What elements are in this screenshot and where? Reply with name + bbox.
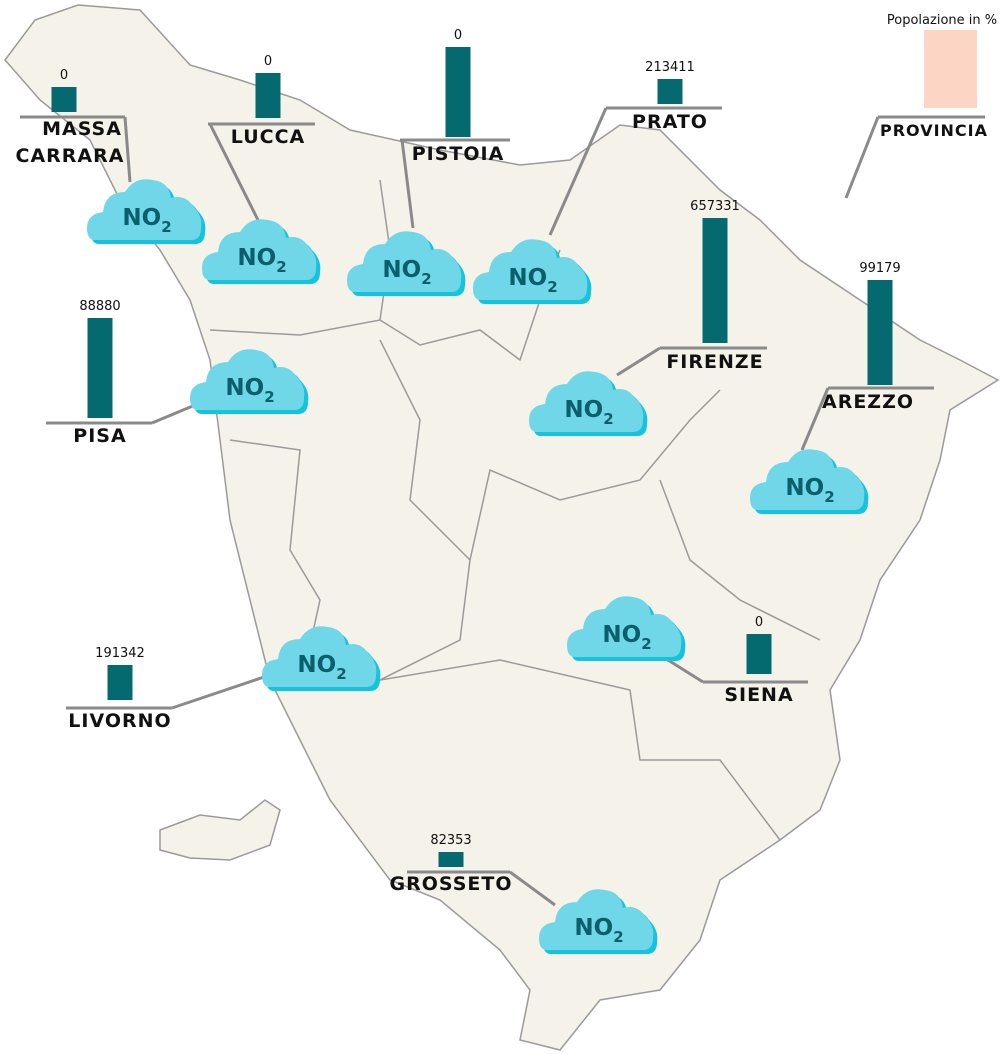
leader-line xyxy=(509,870,556,907)
bar xyxy=(746,634,772,674)
cloud-text: NO xyxy=(785,475,824,501)
cloud-label: NO2 xyxy=(574,915,623,946)
cloud-sub: 2 xyxy=(824,488,834,506)
cloud-sub: 2 xyxy=(276,258,286,276)
cloud-sub: 2 xyxy=(547,278,557,296)
value-label: 0 xyxy=(454,28,462,43)
cloud-sub: 2 xyxy=(336,665,346,683)
cloud-body xyxy=(87,179,202,240)
leader-line xyxy=(208,123,260,221)
cloud-sub: 2 xyxy=(641,635,651,653)
cloud-body xyxy=(473,239,588,300)
bar xyxy=(438,852,464,867)
province-name: LIVORNO xyxy=(68,710,171,732)
cloud-label: NO2 xyxy=(564,397,613,428)
province-name: SIENA xyxy=(724,684,793,706)
bar xyxy=(657,79,683,104)
cloud-icon: NO2 xyxy=(202,219,321,284)
bar xyxy=(87,318,113,418)
leader-line xyxy=(151,403,196,425)
cloud-label: NO2 xyxy=(382,257,431,288)
leader-line xyxy=(400,139,415,229)
cloud-icon: NO2 xyxy=(190,349,309,414)
province-name: CARRARA xyxy=(16,145,125,167)
province-name: PRATO xyxy=(632,111,708,133)
cloud-icon: NO2 xyxy=(347,231,466,296)
cloud-icon: NO2 xyxy=(87,179,206,244)
leader-line xyxy=(548,107,608,236)
cloud-body xyxy=(750,449,865,510)
province-name: GROSSETO xyxy=(390,873,513,895)
cloud-body xyxy=(567,596,682,657)
value-label: 213411 xyxy=(645,60,695,75)
cloud-text: NO xyxy=(574,915,613,941)
cloud-text: NO xyxy=(122,205,161,231)
value-label: 191342 xyxy=(95,646,145,661)
cloud-icon: NO2 xyxy=(262,626,381,691)
cloud-text: NO xyxy=(564,397,603,423)
cloud-sub: 2 xyxy=(603,410,613,428)
province-name: PISTOIA xyxy=(412,143,505,165)
cloud-body xyxy=(347,231,462,292)
leader-line xyxy=(800,387,830,451)
bar xyxy=(867,280,893,385)
cloud-label: NO2 xyxy=(225,375,274,406)
cloud-text: NO xyxy=(508,265,547,291)
value-label: 99179 xyxy=(859,261,900,276)
cloud-text: NO xyxy=(297,652,336,678)
cloud-label: NO2 xyxy=(785,475,834,506)
cloud-body xyxy=(262,626,377,687)
cloud-label: NO2 xyxy=(297,652,346,683)
leader-line xyxy=(171,673,271,710)
bar xyxy=(445,47,471,137)
legend-leader xyxy=(844,116,880,199)
bar xyxy=(702,218,728,343)
legend-label: PROVINCIA xyxy=(880,121,988,140)
value-label: 0 xyxy=(264,54,272,69)
cloud-icon: NO2 xyxy=(529,371,648,436)
legend-bar xyxy=(924,30,977,108)
province-name: MASSA xyxy=(42,118,122,140)
cloud-icon: NO2 xyxy=(539,889,658,954)
cloud-icon: NO2 xyxy=(567,596,686,661)
cloud-body xyxy=(190,349,305,410)
cloud-body xyxy=(539,889,654,950)
province-name: AREZZO xyxy=(822,391,914,413)
cloud-label: NO2 xyxy=(122,205,171,236)
value-label: 88880 xyxy=(79,299,120,314)
bar xyxy=(107,665,133,700)
cloud-sub: 2 xyxy=(161,218,171,236)
cloud-body xyxy=(529,371,644,432)
province-name: PISA xyxy=(73,425,126,447)
legend-title: Popolazione in % xyxy=(887,13,997,28)
leader-line xyxy=(123,116,132,183)
bar xyxy=(51,87,77,112)
province-name: FIRENZE xyxy=(666,351,763,373)
cloud-text: NO xyxy=(382,257,421,283)
cloud-icon: NO2 xyxy=(750,449,869,514)
cloud-sub: 2 xyxy=(613,928,623,946)
cloud-label: NO2 xyxy=(602,622,651,653)
province-name: LUCCA xyxy=(231,126,305,148)
cloud-text: NO xyxy=(602,622,641,648)
cloud-text: NO xyxy=(237,245,276,271)
cloud-icon: NO2 xyxy=(473,239,592,304)
cloud-label: NO2 xyxy=(508,265,557,296)
cloud-body xyxy=(202,219,317,280)
cloud-text: NO xyxy=(225,375,264,401)
leader-line xyxy=(616,346,661,377)
value-label: 0 xyxy=(60,68,68,83)
value-label: 82353 xyxy=(430,833,471,848)
value-label: 0 xyxy=(755,615,763,630)
cloud-sub: 2 xyxy=(264,388,274,406)
cloud-sub: 2 xyxy=(421,270,431,288)
value-label: 657331 xyxy=(690,199,740,214)
bar xyxy=(255,73,281,118)
cloud-label: NO2 xyxy=(237,245,286,276)
